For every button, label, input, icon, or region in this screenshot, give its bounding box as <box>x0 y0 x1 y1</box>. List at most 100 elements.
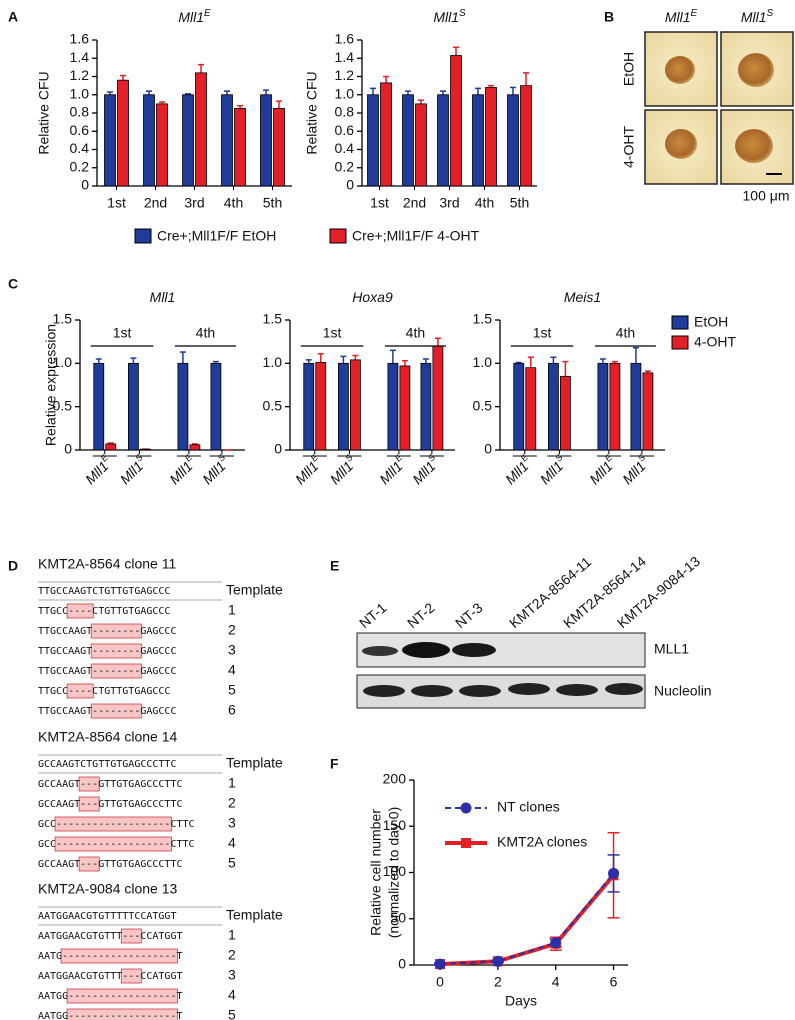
bar <box>548 362 559 451</box>
bar <box>210 362 222 451</box>
y-tick-label: 1.5 <box>53 311 73 327</box>
row-label: EtOH <box>621 52 637 86</box>
category-superscript: S <box>216 452 227 463</box>
bar <box>139 448 151 451</box>
deletion-box <box>60 948 178 964</box>
bar <box>450 55 462 187</box>
y-tick-label: 0 <box>484 441 492 457</box>
bar <box>420 362 432 451</box>
category-superscript: S <box>134 452 145 463</box>
category-superscript: S <box>426 452 437 463</box>
y-tick-label: 0 <box>398 956 406 972</box>
bar <box>260 94 272 187</box>
y-tick-label: 0 <box>64 441 72 457</box>
x-tick-label: 6 <box>610 974 618 990</box>
band <box>362 646 398 656</box>
y-tick-label: 100 <box>383 863 407 879</box>
band <box>508 683 550 695</box>
legend-marker <box>460 802 472 814</box>
template-label: Template <box>226 582 283 598</box>
bar <box>105 443 117 451</box>
deletion-box <box>90 623 142 639</box>
y-tick-label: 0 <box>274 441 282 457</box>
deletion-box <box>90 643 142 659</box>
group-label: 1st <box>533 325 552 341</box>
bar <box>337 362 349 451</box>
row-label: 4-OHT <box>621 126 637 168</box>
x-tick-label: 2nd <box>403 195 426 211</box>
bar <box>143 94 155 187</box>
read-number: 1 <box>228 775 236 791</box>
read-sequence: GCCAAGT---GTTGTGAGCCCTTC <box>38 779 183 790</box>
y-tick-label: 50 <box>390 909 406 925</box>
x-tick-label: Mll1E <box>375 452 410 487</box>
y-tick-label: 0.5 <box>473 397 493 413</box>
bar <box>156 103 168 187</box>
y-tick-label: 1.0 <box>70 85 90 101</box>
read-sequence: AATGGAACGTGTTT---CCATGGT <box>38 971 183 982</box>
y-axis-label: Relative cell number <box>368 809 384 936</box>
lane-label: NT-3 <box>452 599 486 631</box>
y-axis-label: (normalized to day 0) <box>386 807 402 939</box>
series-line <box>439 872 615 966</box>
panel-label: D <box>8 558 18 574</box>
category-superscript: S <box>344 452 355 463</box>
x-tick-label: Mll1E <box>81 452 116 487</box>
chart-title: Mll1S <box>433 8 466 25</box>
y-tick-label: 0.4 <box>335 140 355 156</box>
group-label: 4th <box>196 325 215 341</box>
template-label: Template <box>226 755 283 771</box>
read-number: 3 <box>228 967 236 983</box>
read-number: 6 <box>228 702 236 718</box>
x-axis-label: Days <box>505 993 537 1009</box>
bar <box>273 108 285 187</box>
band <box>556 684 598 696</box>
y-tick-label: 0 <box>346 177 354 193</box>
x-tick-label: Mll1E <box>501 452 536 487</box>
bar <box>93 362 105 451</box>
template-sequence: TTGCCAAGTCTGTTGTGAGCCC <box>38 586 170 597</box>
read-sequence: TTGCC----CTGTTGTGAGCCC <box>38 606 170 617</box>
bar <box>380 82 392 187</box>
title-text: Hoxa9 <box>352 289 393 305</box>
bar <box>117 79 129 187</box>
group-label: 1st <box>323 325 342 341</box>
x-tick-label: Mll1E <box>165 452 200 487</box>
legend-swatch <box>134 228 152 244</box>
bar <box>560 375 571 451</box>
bar <box>315 362 327 451</box>
template-sequence: AATGGAACGTGTTTTTCCATGGT <box>38 911 176 922</box>
y-axis-label: Relative CFU <box>304 71 320 154</box>
read-sequence: TTGCCAAGT--------GAGCCC <box>38 646 176 657</box>
group-label: 1st <box>113 325 132 341</box>
y-tick-label: 0.2 <box>335 158 355 174</box>
deletion-box <box>90 703 142 719</box>
read-sequence: GCCAAGT---GTTGTGAGCCCTTC <box>38 799 183 810</box>
x-tick-label: 4th <box>475 195 494 211</box>
read-sequence: GCC-------------------CTTC <box>38 819 195 830</box>
band <box>402 642 450 658</box>
y-tick-label: 150 <box>383 817 407 833</box>
title-superscript: E <box>204 8 211 19</box>
title-text: Mll1 <box>150 289 176 305</box>
lane-label: NT-1 <box>356 599 390 631</box>
read-sequence: AATGG------------------T <box>38 991 183 1002</box>
x-tick-label: Mll1S <box>115 452 150 487</box>
read-number: 4 <box>228 662 236 678</box>
read-number: 3 <box>228 642 236 658</box>
y-tick-label: 0.5 <box>53 397 73 413</box>
western-blot <box>356 632 646 709</box>
x-tick-label: 3rd <box>184 195 204 211</box>
read-number: 5 <box>228 682 236 698</box>
bar <box>221 94 233 187</box>
deletion-box <box>120 928 142 944</box>
category-superscript: S <box>554 452 565 463</box>
legend-swatch <box>329 228 347 244</box>
panel-label: C <box>8 276 18 292</box>
group-label: 4th <box>406 325 425 341</box>
read-sequence: AATG-------------------T <box>38 951 183 962</box>
y-axis-label: Relative expression <box>43 324 59 446</box>
legend-label: Cre+;Mll1F/F EtOH <box>157 228 276 244</box>
legend-label: NT clones <box>497 799 560 815</box>
bar <box>437 94 449 187</box>
